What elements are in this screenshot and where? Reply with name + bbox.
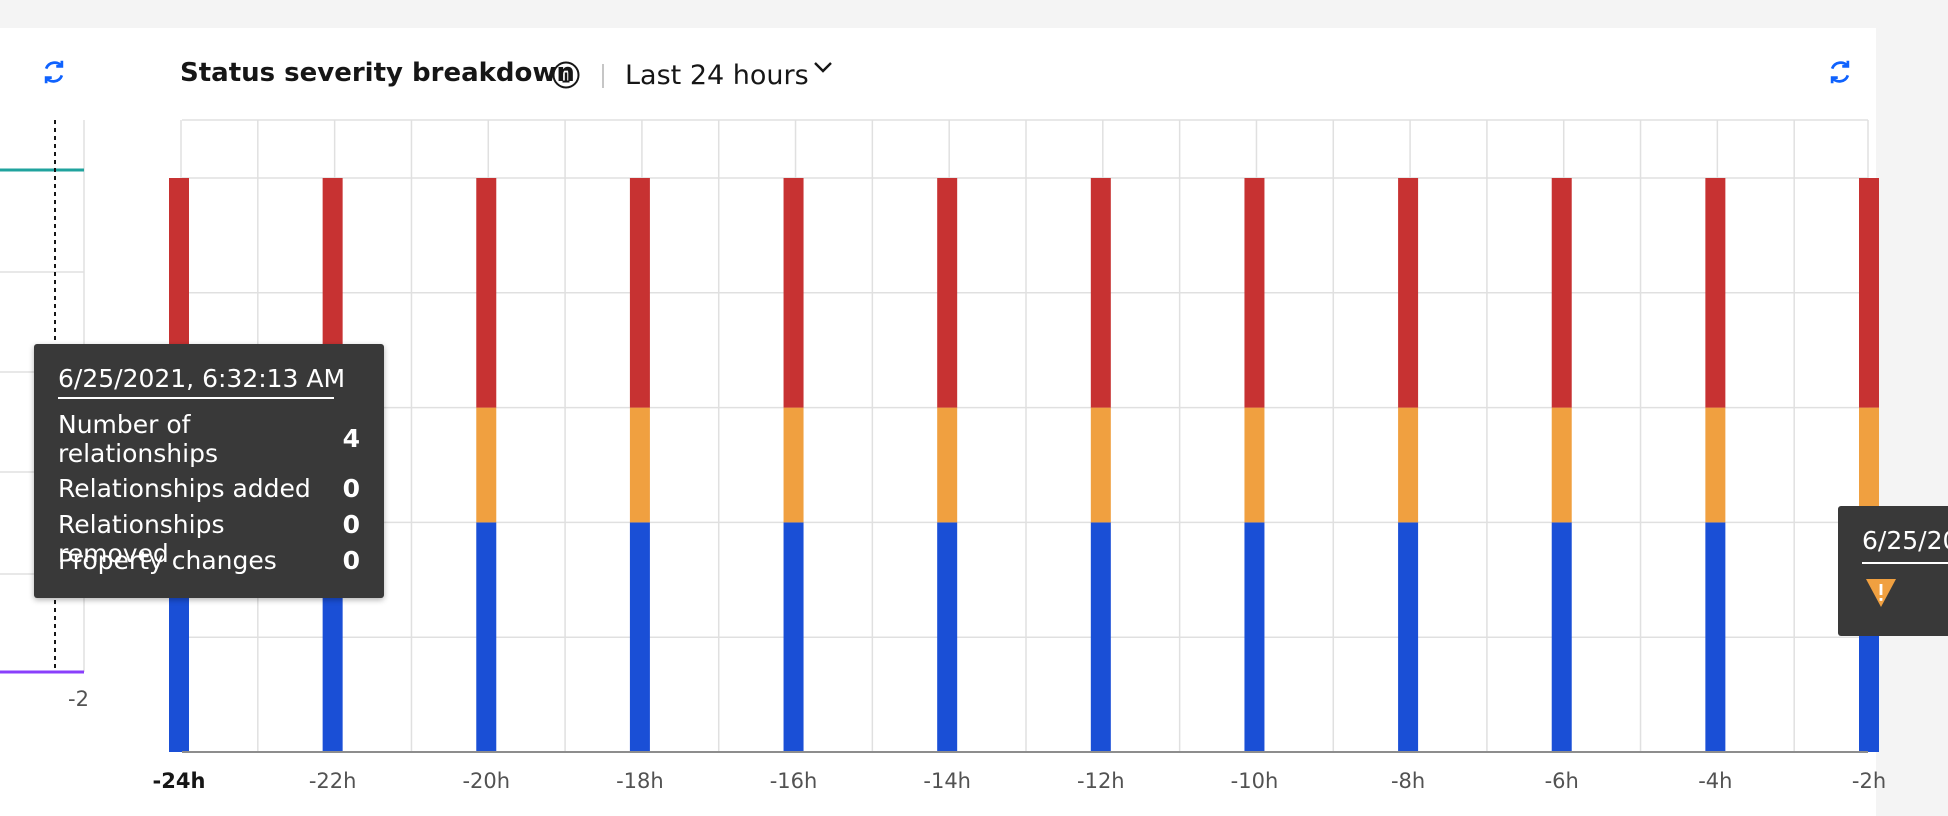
bar-segment (1244, 522, 1265, 752)
bar-segment (1090, 178, 1111, 408)
bar-segment (937, 178, 958, 408)
x-tick-label: -4h (1698, 769, 1732, 793)
x-tick-label: -24h (153, 769, 206, 793)
bar-segment (1551, 178, 1572, 408)
bar-segment (937, 522, 958, 752)
tooltip-row-value: 4 (342, 424, 360, 453)
bar-segment (1551, 522, 1572, 752)
bar-segment (1090, 522, 1111, 752)
tooltip-row-label: Relationships removed (58, 510, 225, 568)
refresh-icon[interactable] (36, 54, 72, 90)
bar-segment (1859, 407, 1879, 523)
chevron-down-icon[interactable] (812, 56, 834, 78)
info-icon[interactable] (551, 60, 581, 90)
header-divider (602, 64, 604, 88)
x-tick-label: -18h (616, 769, 664, 793)
bar-segment (476, 407, 497, 523)
bar-segment (629, 522, 650, 752)
bar-segment (1398, 522, 1419, 752)
left-chart-tick-label: -2h (68, 687, 90, 711)
tooltip-row-label: Number of relationships (58, 410, 218, 468)
x-tick-label: -20h (462, 769, 510, 793)
tooltip-row-value: 0 (342, 546, 360, 575)
x-tick-label: -2h (1852, 769, 1886, 793)
bar-segment (1551, 407, 1572, 523)
bar-segment (476, 178, 497, 408)
tooltip-row-label: Property changes (58, 546, 277, 575)
event-tooltip-underline (1862, 562, 1948, 564)
relationships-tooltip: 6/25/2021, 6:32:13 AM Number of relation… (34, 344, 384, 598)
bar-segment (629, 178, 650, 408)
bar-segment (1398, 407, 1419, 523)
bar-segment (1090, 407, 1111, 523)
x-tick-label: -16h (770, 769, 818, 793)
warning-triangle-icon (1866, 579, 1896, 607)
event-tooltip-timestamp: 6/25/20 (1862, 526, 1948, 555)
tooltip-row-value: 0 (342, 510, 360, 539)
bar-segment (629, 407, 650, 523)
bar-segment (1244, 178, 1265, 408)
bar-segment (783, 522, 804, 752)
bar-segment (476, 522, 497, 752)
bar-segment (1859, 178, 1879, 408)
bar-segment (1705, 407, 1726, 523)
time-range-dropdown[interactable]: Last 24 hours (625, 60, 809, 91)
refresh-icon-right[interactable] (1822, 54, 1858, 90)
x-tick-label: -22h (309, 769, 357, 793)
x-tick-label: -14h (923, 769, 971, 793)
tooltip-row-label: Relationships added (58, 474, 311, 503)
bar-segment (937, 407, 958, 523)
bar-segment (1705, 522, 1726, 752)
x-tick-label: -12h (1077, 769, 1125, 793)
bar-segment (1705, 178, 1726, 408)
bar-segment (783, 407, 804, 523)
x-tick-label: -8h (1391, 769, 1425, 793)
tooltip-row-value: 0 (342, 474, 360, 503)
bar-segment (1244, 407, 1265, 523)
bar-segment (1398, 178, 1419, 408)
x-tick-label: -6h (1545, 769, 1579, 793)
chart-title: Status severity breakdown (180, 58, 575, 88)
bar-segment (783, 178, 804, 408)
x-tick-label: -10h (1231, 769, 1279, 793)
tooltip-timestamp: 6/25/2021, 6:32:13 AM (58, 364, 345, 399)
event-tooltip: 6/25/20 (1838, 506, 1948, 636)
